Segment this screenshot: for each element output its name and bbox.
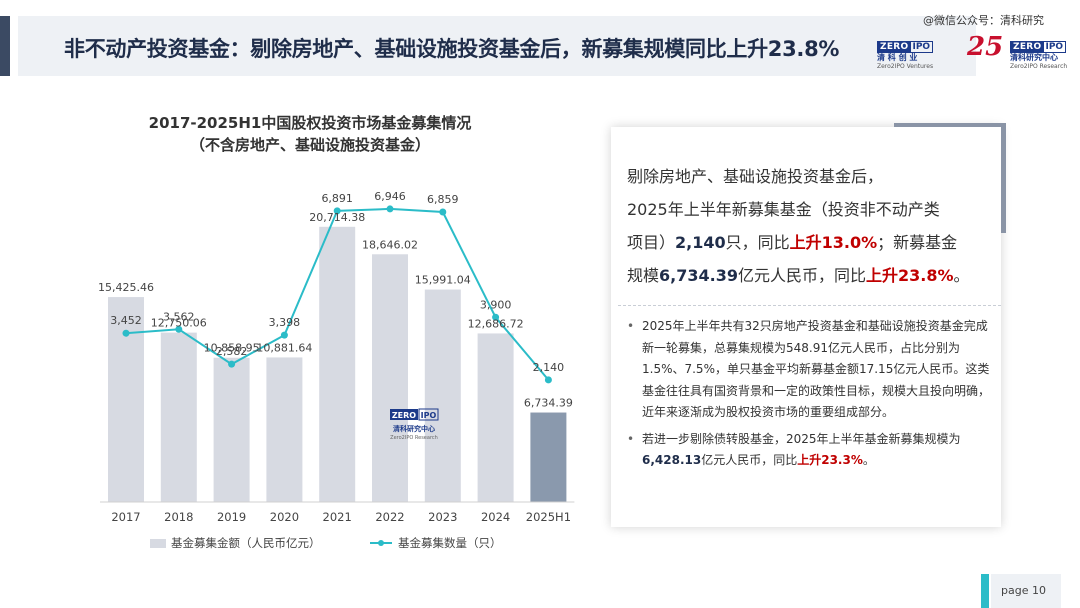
summary-lead: 剔除房地产、基础设施投资基金后， 2025年上半年新募集基金（投资非不动产类 项…: [627, 160, 993, 292]
chart-title: 2017-2025H1中国股权投资市场基金募集情况 （不含房地产、基础设施投资基…: [90, 112, 530, 156]
page-title: 非不动产投资基金：剔除房地产、基础设施投资基金后，新募集规模同比上升23.8%: [64, 37, 840, 61]
bar-value-label: 10,858.95: [204, 342, 260, 355]
fund-size-value: 6,734.39: [659, 266, 738, 285]
summary-line-4: 规模6,734.39亿元人民币，同比上升23.8%。: [627, 266, 970, 285]
x-tick-label: 2018: [164, 510, 193, 524]
panel-top-accent: [894, 123, 1006, 127]
x-tick-label: 2023: [428, 510, 457, 524]
bar-2025H1: [530, 412, 567, 502]
title-band: [18, 16, 976, 76]
count-value-label: 2,582: [216, 345, 248, 358]
count-point-2019: [228, 360, 236, 368]
summary-line-3: 项目）2,140只，同比上升13.0%；新募基金: [627, 233, 958, 252]
zero2ipo-ventures-logo: ZERO IPO 清 科 创 业 Zero2IPO Ventures: [877, 41, 934, 70]
bar-value-label: 12,750.06: [151, 317, 207, 330]
summary-line-2: 2025年上半年新募集基金（投资非不动产类: [627, 200, 940, 219]
summary-bullets: 2025年上半年共有32只房地产投资基金和基础设施投资基金完成新一轮募集，总募集…: [627, 316, 993, 477]
size-growth-value: 上升23.8%: [865, 266, 954, 285]
count-value-label: 6,946: [374, 190, 406, 203]
count-value-label: 2,140: [533, 361, 565, 374]
count-point-2025H1: [544, 376, 552, 384]
bar-2019: [213, 357, 250, 502]
bar-2021: [319, 226, 356, 502]
fund-raising-chart: 2017 2018 2019 2020 2021 2022 2023 2024 2025H1 ZE…: [98, 190, 575, 550]
bar-value-label: 18,646.02: [362, 238, 418, 251]
panel-divider: [618, 305, 1001, 306]
page-number: page 10: [991, 574, 1061, 608]
bar-2018: [160, 332, 197, 502]
x-tick-label: 2019: [217, 510, 246, 524]
x-tick-label: 2021: [323, 510, 352, 524]
x-tick-label: 2024: [481, 510, 510, 524]
title-accent-bar: [0, 16, 10, 76]
bar-2022: [372, 254, 408, 502]
bar-value-label: 10,881.64: [256, 341, 312, 354]
anniversary-25-logo: 25: [967, 32, 1004, 62]
count-growth-value: 上升13.0%: [789, 233, 878, 252]
legend-label-count: 基金募集数量（只）: [398, 536, 502, 550]
count-point-2020: [280, 331, 288, 339]
count-point-2018: [175, 325, 183, 333]
count-value-label: 6,891: [321, 192, 353, 205]
bar-2020: [266, 357, 303, 502]
bar-2023: [424, 289, 461, 502]
watermark-logo-box: [390, 409, 418, 420]
watermark-logo-box2: [418, 408, 439, 421]
watermark-cn: 清科研究中心: [393, 424, 435, 433]
page-badge-accent: [981, 574, 989, 608]
chart-title-line-2: （不含房地产、基础设施投资基金）: [189, 136, 430, 154]
bar-value-label: 15,425.46: [98, 281, 154, 294]
watermark-zero: ZERO: [392, 411, 416, 420]
bar-2024: [477, 333, 514, 502]
count-value-label: 3,398: [269, 316, 301, 329]
count-point-2017: [122, 329, 130, 337]
watermark-ipo: IPO: [421, 411, 437, 420]
fund-count-value: 2,140: [675, 233, 726, 252]
bar-value-label: 15,991.04: [415, 274, 471, 287]
summary-line-1: 剔除房地产、基础设施投资基金后，: [627, 167, 884, 186]
count-point-2024: [492, 313, 500, 321]
count-point-2021: [333, 207, 341, 215]
watermark-en: Zero2IPO Research: [390, 435, 438, 441]
bullet-item: 2025年上半年共有32只房地产投资基金和基础设施投资基金完成新一轮募集，总募集…: [627, 316, 993, 424]
legend-label-amount: 基金募集金额（人民币亿元）: [171, 536, 321, 550]
legend-swatch-amount: [150, 539, 166, 548]
count-point-2022: [386, 205, 394, 213]
bullet-item: 若进一步剔除债转股基金，2025年上半年基金新募集规模为6,428.13亿元人民…: [627, 429, 993, 472]
count-value-label: 3,452: [110, 314, 142, 327]
x-tick-label: 2017: [111, 510, 140, 524]
wechat-account-label: @微信公众号：清科研究: [923, 14, 1044, 27]
count-value-label: 3,900: [480, 298, 512, 311]
count-value-label: 3,562: [163, 310, 195, 323]
x-tick-label: 2022: [375, 510, 404, 524]
count-point-2023: [439, 208, 447, 216]
zero2ipo-research-logo: ZERO IPO 清科研究中心 Zero2IPO Research: [1010, 41, 1068, 70]
count-value-label: 6,859: [427, 193, 459, 206]
bar-2017: [108, 297, 144, 502]
x-tick-label: 2020: [270, 510, 299, 524]
bar-value-label: 12,686.72: [468, 317, 524, 330]
chart-title-line-1: 2017-2025H1中国股权投资市场基金募集情况: [148, 114, 472, 132]
legend-marker-count: [378, 540, 384, 546]
x-tick-label: 2025H1: [526, 510, 571, 524]
panel-side-accent: [1001, 123, 1006, 233]
bar-value-label: 6,734.39: [524, 397, 573, 410]
bar-value-label: 20,714.38: [309, 211, 365, 224]
